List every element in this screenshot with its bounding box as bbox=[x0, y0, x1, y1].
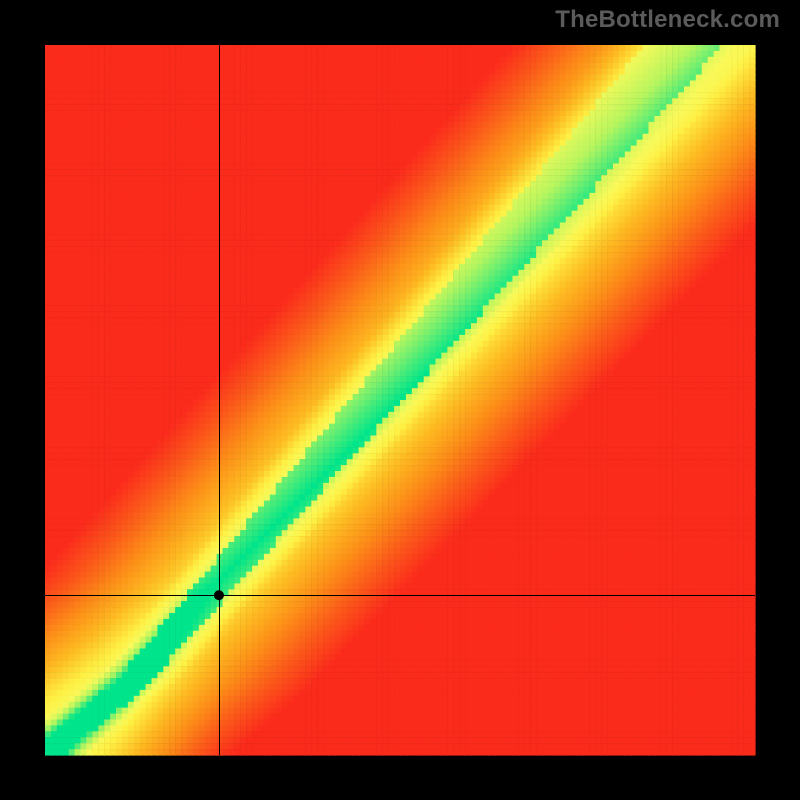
chart-container: TheBottleneck.com bbox=[0, 0, 800, 800]
watermark-text: TheBottleneck.com bbox=[555, 6, 780, 34]
heatmap-canvas bbox=[0, 0, 800, 800]
